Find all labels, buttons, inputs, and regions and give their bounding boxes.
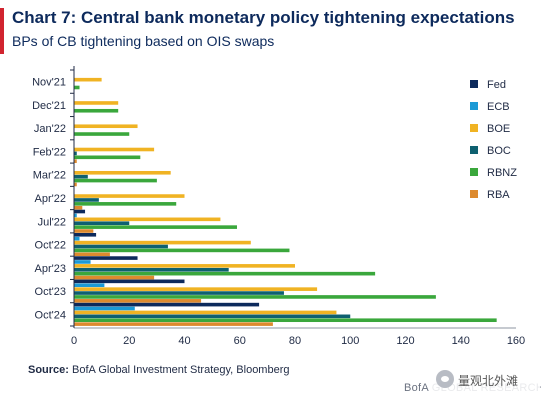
bar-boe-4 [74,170,171,175]
bar-rbnz-7 [74,248,290,253]
bar-boc-5 [74,198,99,202]
y-tick-label: Oct'24 [35,309,66,321]
y-tick-label: Mar'22 [33,170,66,182]
legend-label-boe: BOE [487,123,510,135]
bar-rba-10 [74,322,273,326]
x-tick-label: 80 [289,335,301,347]
bar-boe-0 [74,77,102,82]
y-tick-label: Apr'23 [35,263,66,275]
x-tick-label: 120 [396,335,414,347]
x-tick-label: 100 [341,335,359,347]
bar-ecb-8 [74,260,91,264]
bar-rba-7 [74,252,110,257]
y-tick-label: Nov'21 [32,77,66,89]
y-tick-label: Feb'22 [33,146,66,158]
bar-rba-3 [74,159,77,164]
axes-layer: Nov'21 Dec'21 Jan'22 Feb'22 Mar'22 Apr'22 Jul'… [32,66,525,347]
bar-fed-6 [74,209,86,214]
y-tick-label: Apr'22 [35,193,66,205]
x-tick-label: 0 [71,335,77,347]
bar-rba-9 [74,299,202,303]
bars-layer [74,77,497,326]
bar-boe-10 [74,310,337,315]
x-tick-label: 40 [178,335,190,347]
bar-boc-8 [74,267,229,272]
bar-boc-6 [74,221,130,226]
watermark: 量观北外滩 [430,366,540,392]
legend-label-rba: RBA [487,189,510,201]
bar-fed-10 [74,302,260,307]
bar-fed-8 [74,256,138,260]
bar-rba-4 [74,182,77,187]
bar-ecb-6 [74,213,77,218]
bar-boe-7 [74,240,251,245]
y-tick-label: Dec'21 [32,100,66,112]
bar-ecb-10 [74,306,135,311]
y-tick-label: Jan'22 [34,123,66,135]
legend-swatch-rbnz [470,168,478,176]
bar-boe-2 [74,124,138,129]
wechat-icon [436,370,454,388]
x-tick-label: 140 [452,335,470,347]
legend-swatch-boc [470,146,478,154]
bar-rba-6 [74,229,94,233]
chart-subtitle: BPs of CB tightening based on OIS swaps [12,33,275,49]
legend-swatch-rba [470,190,478,198]
bar-boe-1 [74,101,119,105]
legend-label-fed: Fed [487,79,506,91]
legend-label-ecb: ECB [487,101,510,113]
bar-rbnz-4 [74,178,157,183]
bar-boc-7 [74,244,168,249]
source-note: Source: BofA Global Investment Strategy,… [28,364,290,376]
bar-boe-3 [74,147,155,152]
chart-title: Chart 7: Central bank monetary policy ti… [12,8,515,27]
bar-rbnz-0 [74,85,80,90]
bar-boc-9 [74,291,284,295]
bar-rbnz-8 [74,271,376,276]
bar-rbnz-1 [74,108,119,113]
y-tick-label: Jul'22 [38,216,66,228]
bar-rba-5 [74,205,83,210]
title-accent-bar [0,8,4,54]
x-tick-label: 160 [507,335,525,347]
bar-ecb-7 [74,236,80,241]
legend-swatch-boe [470,124,478,132]
x-tick-label: 60 [234,335,246,347]
bar-rbnz-6 [74,225,237,229]
y-tick-label: Oct'22 [35,240,66,252]
bar-boc-10 [74,314,351,319]
source-label: Source: [28,364,69,376]
bar-ecb-9 [74,283,105,288]
bar-boe-9 [74,287,318,291]
bar-rbnz-3 [74,155,141,160]
bar-rbnz-2 [74,132,130,136]
watermark-text: 量观北外滩 [458,374,519,388]
legend-label-boc: BOC [487,145,511,157]
legend-swatch-fed [470,80,478,88]
bar-boe-6 [74,217,221,222]
bar-rbnz-10 [74,318,497,323]
bar-fed-9 [74,279,185,284]
bar-rba-8 [74,275,155,280]
legend-label-rbnz: RBNZ [487,167,517,179]
source-text: BofA Global Investment Strategy, Bloombe… [68,364,290,376]
bar-rbnz-9 [74,295,436,299]
y-tick-label: Oct'23 [35,286,66,298]
bar-boc-3 [74,151,77,156]
legend-swatch-ecb [470,102,478,110]
legend: Fed ECB BOE BOC RBNZ RBA [470,79,517,201]
bar-rbnz-5 [74,202,177,206]
x-tick-label: 20 [123,335,135,347]
bar-fed-7 [74,232,97,237]
bar-boe-8 [74,264,295,268]
bar-boc-4 [74,174,88,179]
bar-boe-5 [74,194,185,198]
